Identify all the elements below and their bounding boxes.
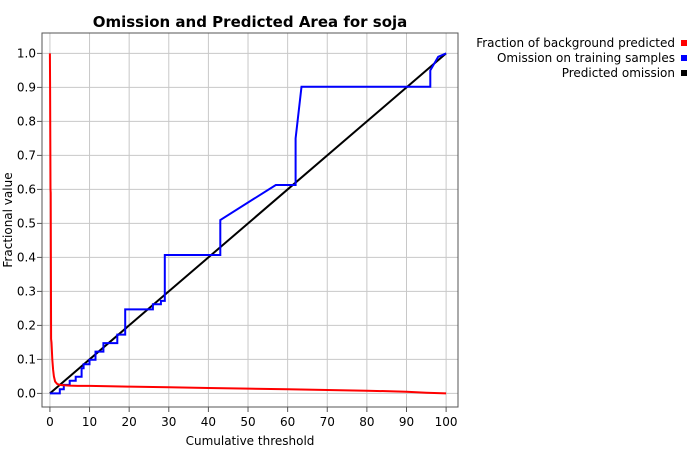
y-tick-label: 0.7 bbox=[17, 148, 36, 162]
y-tick-label: 0.2 bbox=[17, 318, 36, 332]
legend-swatch bbox=[681, 40, 687, 46]
x-tick-label: 60 bbox=[280, 415, 295, 429]
x-tick-label: 40 bbox=[201, 415, 216, 429]
series-line-predicted-omission bbox=[49, 52, 447, 395]
tick-layer: 0 10 20 30 40 50 60 70 80 90 100 0.0 0.1 0.2 0.3 0.4 0.5… bbox=[17, 46, 458, 429]
x-tick-label: 30 bbox=[161, 415, 176, 429]
x-tick-label: 50 bbox=[240, 415, 255, 429]
y-tick-label: 0.4 bbox=[17, 250, 36, 264]
y-axis-label: Fractional value bbox=[1, 172, 15, 267]
x-tick-label: 10 bbox=[82, 415, 97, 429]
x-tick-label: 0 bbox=[46, 415, 54, 429]
legend-label: Fraction of background predicted bbox=[476, 36, 675, 50]
plot-frame bbox=[41, 32, 459, 408]
legend-item: Omission on training samples bbox=[497, 51, 687, 65]
y-tick-label: 0.3 bbox=[17, 284, 36, 298]
legend-swatch bbox=[681, 55, 687, 61]
y-tick-label: 0.5 bbox=[17, 216, 36, 230]
legend-label: Predicted omission bbox=[562, 66, 675, 80]
series-line-omission-on-training-samples bbox=[49, 52, 447, 395]
legend-item: Predicted omission bbox=[562, 66, 687, 80]
legend: Fraction of background predictedOmission… bbox=[476, 36, 687, 80]
chart-title: Omission and Predicted Area for soja bbox=[93, 13, 408, 31]
x-axis-label: Cumulative threshold bbox=[186, 434, 315, 448]
x-tick-label: 100 bbox=[435, 415, 458, 429]
y-tick-label: 0.6 bbox=[17, 182, 36, 196]
legend-item: Fraction of background predicted bbox=[476, 36, 687, 50]
y-tick-label: 0.0 bbox=[17, 386, 36, 400]
series-layer bbox=[48, 52, 447, 395]
x-tick-label: 90 bbox=[399, 415, 414, 429]
y-tick-label: 1.0 bbox=[17, 46, 36, 60]
legend-label: Omission on training samples bbox=[497, 51, 675, 65]
x-tick-label: 80 bbox=[359, 415, 374, 429]
y-tick-label: 0.1 bbox=[17, 352, 36, 366]
x-tick-label: 20 bbox=[122, 415, 137, 429]
y-tick-label: 0.9 bbox=[17, 80, 36, 94]
grid bbox=[42, 33, 458, 407]
y-tick-label: 0.8 bbox=[17, 114, 36, 128]
series-line-fraction-of-background-predicted bbox=[48, 53, 447, 395]
legend-swatch bbox=[681, 70, 687, 76]
x-tick-label: 70 bbox=[320, 415, 335, 429]
